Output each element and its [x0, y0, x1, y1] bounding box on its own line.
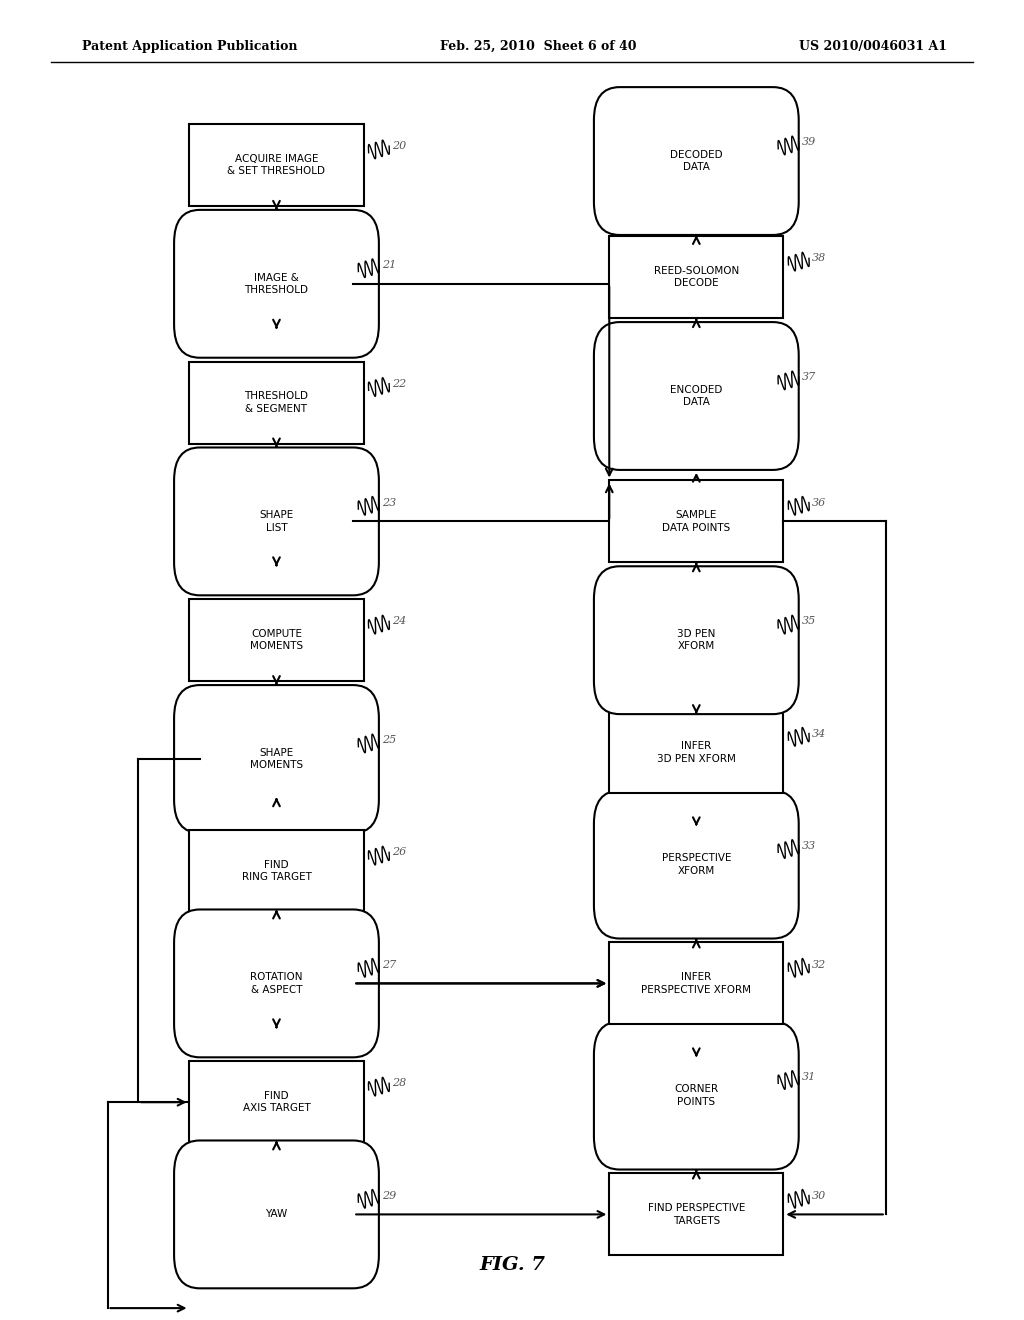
Text: SAMPLE
DATA POINTS: SAMPLE DATA POINTS — [663, 511, 730, 532]
FancyBboxPatch shape — [594, 1022, 799, 1170]
FancyBboxPatch shape — [189, 599, 364, 681]
FancyBboxPatch shape — [189, 362, 364, 444]
FancyBboxPatch shape — [594, 87, 799, 235]
Text: 29: 29 — [382, 1191, 396, 1200]
Text: FIND
RING TARGET: FIND RING TARGET — [242, 861, 311, 882]
Text: 24: 24 — [392, 616, 407, 626]
FancyBboxPatch shape — [609, 1173, 783, 1255]
Text: YAW: YAW — [265, 1209, 288, 1220]
FancyBboxPatch shape — [189, 1061, 364, 1143]
FancyBboxPatch shape — [594, 791, 799, 939]
Text: 25: 25 — [382, 735, 396, 744]
FancyBboxPatch shape — [174, 447, 379, 595]
Text: REED-SOLOMON
DECODE: REED-SOLOMON DECODE — [653, 267, 739, 288]
FancyBboxPatch shape — [594, 322, 799, 470]
FancyBboxPatch shape — [609, 942, 783, 1024]
Text: 39: 39 — [802, 137, 816, 147]
Text: 37: 37 — [802, 372, 816, 381]
Text: DECODED
DATA: DECODED DATA — [670, 150, 723, 172]
Text: 34: 34 — [812, 729, 826, 738]
Text: ROTATION
& ASPECT: ROTATION & ASPECT — [250, 973, 303, 994]
Text: 26: 26 — [392, 847, 407, 857]
Text: 22: 22 — [392, 379, 407, 388]
Text: 23: 23 — [382, 498, 396, 507]
Text: Patent Application Publication: Patent Application Publication — [82, 40, 297, 53]
Text: US 2010/0046031 A1: US 2010/0046031 A1 — [799, 40, 947, 53]
Text: THRESHOLD
& SEGMENT: THRESHOLD & SEGMENT — [245, 392, 308, 413]
FancyBboxPatch shape — [609, 711, 783, 793]
Text: 32: 32 — [812, 960, 826, 969]
Text: 38: 38 — [812, 253, 826, 263]
Text: 36: 36 — [812, 498, 826, 507]
FancyBboxPatch shape — [609, 480, 783, 562]
Text: FIG. 7: FIG. 7 — [479, 1255, 545, 1274]
Text: SHAPE
MOMENTS: SHAPE MOMENTS — [250, 748, 303, 770]
FancyBboxPatch shape — [174, 1140, 379, 1288]
Text: INFER
PERSPECTIVE XFORM: INFER PERSPECTIVE XFORM — [641, 973, 752, 994]
Text: 27: 27 — [382, 960, 396, 969]
Text: INFER
3D PEN XFORM: INFER 3D PEN XFORM — [656, 742, 736, 763]
Text: FIND PERSPECTIVE
TARGETS: FIND PERSPECTIVE TARGETS — [647, 1204, 745, 1225]
Text: FIND
AXIS TARGET: FIND AXIS TARGET — [243, 1092, 310, 1113]
Text: COMPUTE
MOMENTS: COMPUTE MOMENTS — [250, 630, 303, 651]
Text: PERSPECTIVE
XFORM: PERSPECTIVE XFORM — [662, 854, 731, 875]
Text: ACQUIRE IMAGE
& SET THRESHOLD: ACQUIRE IMAGE & SET THRESHOLD — [227, 154, 326, 176]
FancyBboxPatch shape — [609, 236, 783, 318]
FancyBboxPatch shape — [174, 210, 379, 358]
Text: 20: 20 — [392, 141, 407, 150]
FancyBboxPatch shape — [594, 566, 799, 714]
Text: IMAGE &
THRESHOLD: IMAGE & THRESHOLD — [245, 273, 308, 294]
FancyBboxPatch shape — [189, 830, 364, 912]
Text: Feb. 25, 2010  Sheet 6 of 40: Feb. 25, 2010 Sheet 6 of 40 — [440, 40, 637, 53]
Text: 30: 30 — [812, 1191, 826, 1200]
FancyBboxPatch shape — [174, 685, 379, 833]
FancyBboxPatch shape — [189, 124, 364, 206]
Text: 33: 33 — [802, 841, 816, 850]
Text: 28: 28 — [392, 1078, 407, 1088]
Text: SHAPE
LIST: SHAPE LIST — [259, 511, 294, 532]
FancyBboxPatch shape — [174, 909, 379, 1057]
Text: ENCODED
DATA: ENCODED DATA — [670, 385, 723, 407]
Text: 3D PEN
XFORM: 3D PEN XFORM — [677, 630, 716, 651]
Text: 31: 31 — [802, 1072, 816, 1081]
Text: CORNER
POINTS: CORNER POINTS — [674, 1085, 719, 1106]
Text: 35: 35 — [802, 616, 816, 626]
Text: 21: 21 — [382, 260, 396, 269]
